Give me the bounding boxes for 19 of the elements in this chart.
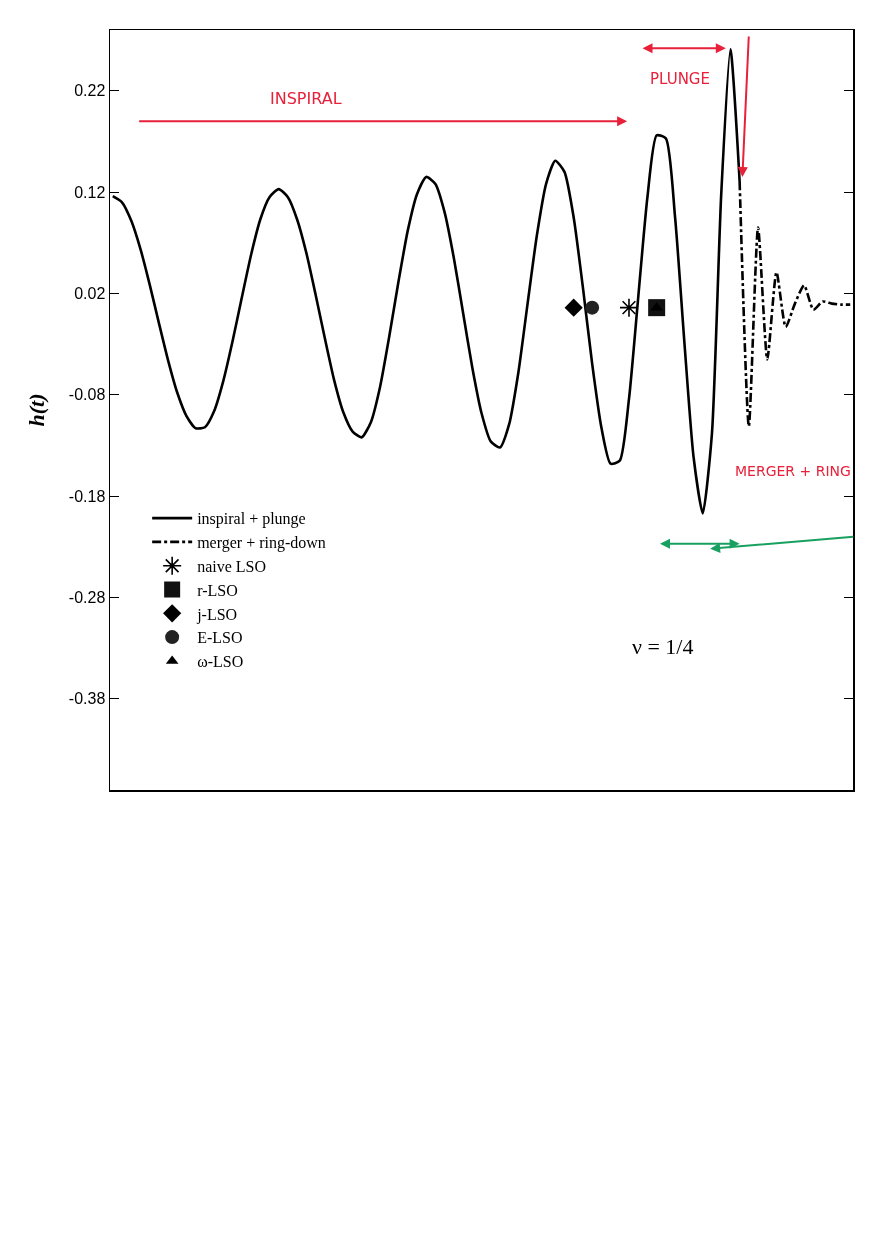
y-axis-title: h(t) — [23, 393, 49, 427]
annotation: ν = 1/4 — [632, 634, 694, 659]
y-tick-label: -0.38 — [68, 690, 106, 708]
y-tick-label: 0.12 — [74, 183, 106, 201]
y-tick-label: -0.18 — [68, 487, 106, 505]
legend-label: naive LSO — [197, 557, 267, 575]
y-tick-label: 0.02 — [74, 285, 106, 303]
legend-label: ω-LSO — [197, 653, 244, 671]
legend-label: E-LSO — [197, 629, 243, 647]
legend-label: merger + ring-down — [197, 534, 326, 553]
annotation: MERGER + RING — [735, 463, 851, 479]
annotation: PLUNGE — [650, 70, 710, 88]
legend-label: r-LSO — [197, 581, 238, 599]
y-tick-label: 0.22 — [74, 82, 106, 100]
y-tick-label: -0.08 — [68, 386, 106, 404]
legend-label: j-LSO — [196, 605, 238, 624]
legend-label: inspiral + plunge — [197, 510, 306, 529]
y-tick-label: -0.28 — [68, 589, 106, 607]
annotation: INSPIRAL — [270, 89, 342, 108]
